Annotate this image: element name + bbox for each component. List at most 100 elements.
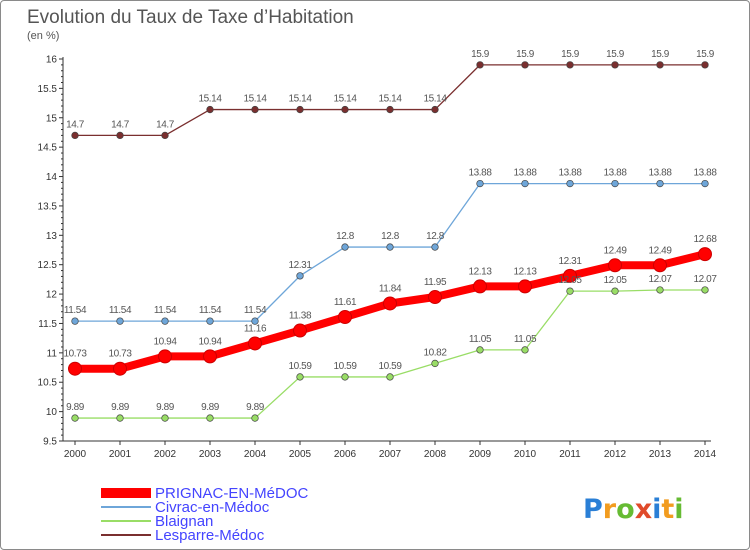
- data-point: [521, 179, 529, 188]
- y-tick-label: 10: [46, 407, 58, 418]
- y-tick-label: 13.5: [38, 201, 58, 212]
- chart-title: Evolution du Taux de Taxe d’Habitation: [27, 7, 354, 28]
- data-label: 12.05: [558, 275, 582, 286]
- data-point: [71, 414, 79, 422]
- proxiti-logo: Proxiti: [583, 494, 684, 525]
- data-label: 14.7: [111, 119, 130, 130]
- data-label: 11.54: [154, 305, 177, 316]
- data-point: [566, 61, 574, 69]
- data-label: 12.8: [381, 231, 400, 242]
- x-tick-label: 2010: [514, 449, 537, 460]
- data-point: [116, 131, 124, 140]
- y-tick-label: 11.5: [38, 319, 57, 330]
- x-tick-label: 2014: [694, 449, 717, 460]
- data-point: [386, 243, 394, 251]
- data-label: 11.95: [424, 277, 447, 288]
- data-label: 9.89: [246, 402, 265, 413]
- data-point: [293, 323, 307, 338]
- data-point: [248, 336, 262, 351]
- data-label: 11.38: [289, 311, 312, 322]
- data-point: [161, 317, 169, 325]
- data-point: [161, 414, 169, 422]
- y-tick-label: 14: [46, 172, 58, 183]
- data-point: [431, 359, 439, 368]
- data-point: [341, 373, 349, 381]
- x-tick-label: 2013: [649, 449, 672, 460]
- data-label: 15.14: [243, 94, 267, 105]
- data-label: 12.07: [693, 274, 717, 285]
- data-point: [566, 179, 574, 188]
- data-point: [653, 258, 667, 273]
- data-label: 9.89: [111, 402, 130, 413]
- data-point: [701, 286, 709, 294]
- data-label: 14.7: [156, 119, 175, 130]
- data-point: [611, 287, 619, 295]
- data-point: [161, 131, 169, 140]
- y-tick-label: 11: [47, 348, 58, 359]
- data-point: [338, 309, 352, 324]
- data-label: 11.54: [64, 305, 87, 316]
- data-label: 10.59: [333, 361, 357, 372]
- data-label: 12.49: [648, 245, 672, 256]
- data-point: [68, 361, 82, 376]
- data-label: 10.59: [378, 361, 402, 372]
- data-label: 13.88: [603, 168, 627, 179]
- y-tick-label: 16: [46, 55, 58, 66]
- data-label: 15.14: [423, 94, 447, 105]
- data-label: 12.13: [513, 266, 537, 277]
- data-point: [431, 105, 439, 114]
- data-point: [71, 317, 79, 325]
- data-label: 11.61: [334, 297, 357, 308]
- data-label: 9.89: [156, 402, 175, 413]
- data-label: 15.14: [288, 94, 312, 105]
- data-point: [698, 247, 712, 262]
- data-label: 15.9: [606, 49, 625, 60]
- y-tick-label: 15: [46, 113, 58, 124]
- data-point: [701, 61, 709, 69]
- data-point: [611, 61, 619, 69]
- data-point: [158, 349, 172, 364]
- data-label: 12.68: [693, 234, 717, 245]
- x-tick-label: 2004: [244, 449, 267, 460]
- data-point: [476, 346, 484, 354]
- data-point: [206, 317, 214, 325]
- x-tick-label: 2002: [154, 449, 177, 460]
- x-tick-label: 2007: [379, 449, 402, 460]
- data-label: 12.8: [426, 231, 445, 242]
- legend-label: Blaignan: [155, 513, 213, 530]
- data-point: [566, 287, 574, 295]
- data-label: 15.9: [651, 49, 670, 60]
- data-label: 15.14: [333, 94, 357, 105]
- data-label: 13.88: [468, 168, 492, 179]
- x-tick-label: 2012: [604, 449, 627, 460]
- data-label: 12.05: [603, 275, 627, 286]
- data-label: 12.8: [336, 231, 355, 242]
- data-label: 11.05: [514, 334, 537, 345]
- data-point: [656, 61, 664, 69]
- y-tick-label: 13: [46, 231, 58, 242]
- data-point: [386, 105, 394, 114]
- data-point: [203, 349, 217, 364]
- legend-label: Lesparre-Médoc: [155, 527, 265, 544]
- y-tick-label: 14.5: [38, 143, 58, 154]
- y-tick-label: 9.5: [43, 437, 57, 448]
- data-label: 9.89: [66, 402, 85, 413]
- data-label: 12.07: [648, 274, 672, 285]
- data-label: 10.94: [198, 336, 222, 347]
- data-label: 10.59: [288, 361, 312, 372]
- y-tick-label: 12: [46, 290, 58, 301]
- data-label: 15.14: [198, 94, 222, 105]
- legend-label: Civrac-en-Médoc: [155, 499, 270, 516]
- data-label: 15.9: [561, 49, 580, 60]
- data-point: [206, 105, 214, 114]
- data-point: [251, 105, 259, 114]
- data-point: [476, 179, 484, 188]
- data-label: 11.54: [244, 305, 267, 316]
- data-label: 15.14: [378, 94, 402, 105]
- y-tick-label: 12.5: [38, 260, 58, 271]
- chart-subtitle: (en %): [27, 30, 60, 42]
- data-point: [116, 317, 124, 325]
- x-tick-label: 2001: [109, 449, 132, 460]
